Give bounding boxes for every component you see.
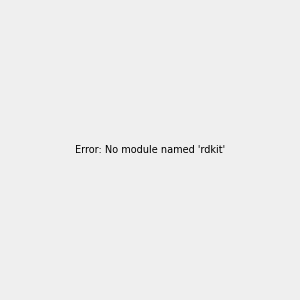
Text: Error: No module named 'rdkit': Error: No module named 'rdkit' xyxy=(75,145,225,155)
